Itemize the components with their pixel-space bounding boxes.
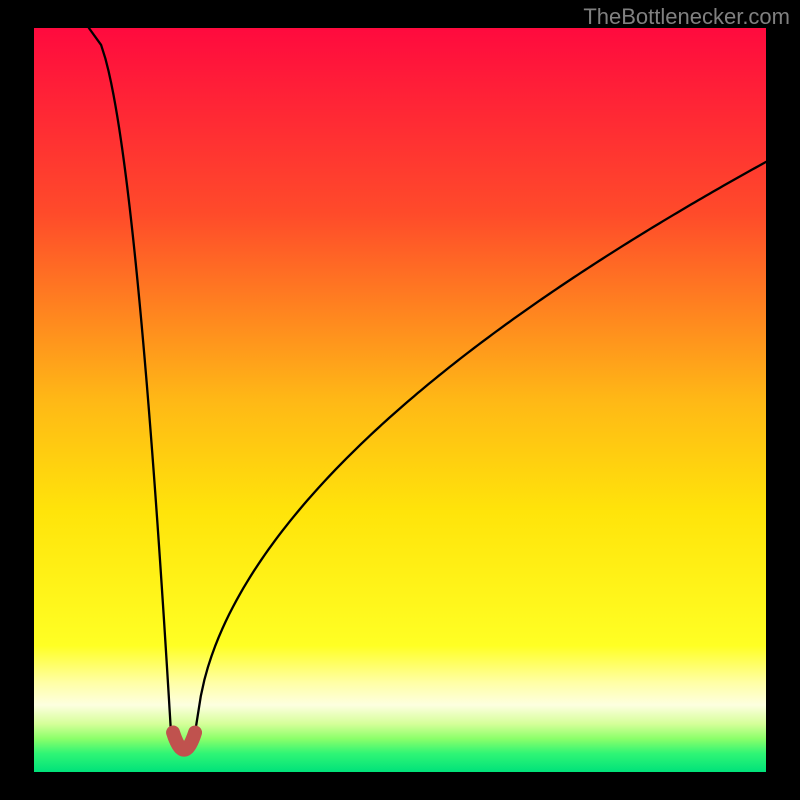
gradient-plot-area: [34, 28, 766, 772]
stage: TheBottlenecker.com: [0, 0, 800, 800]
bottleneck-chart: [0, 0, 800, 800]
watermark-text: TheBottlenecker.com: [583, 4, 790, 30]
